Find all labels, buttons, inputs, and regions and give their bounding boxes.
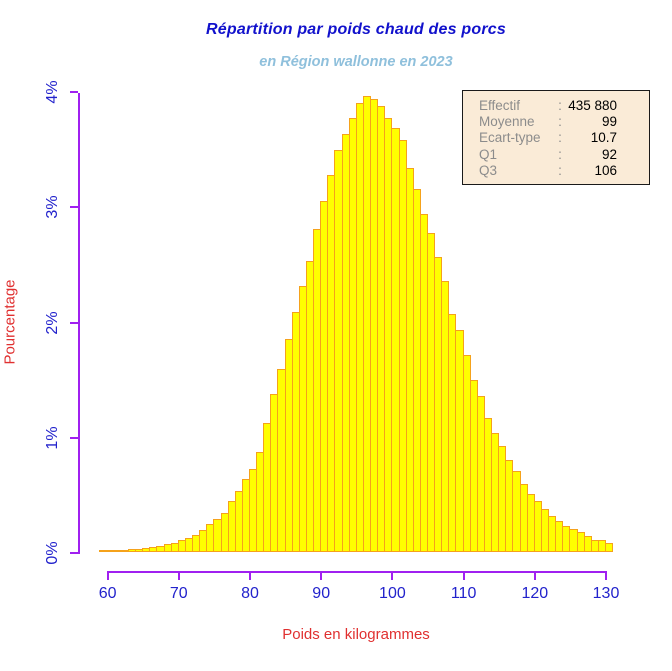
x-axis-label: Poids en kilogrammes [282, 626, 430, 643]
legend-row: Q3: 106 [479, 163, 649, 179]
legend-colon: : [558, 114, 562, 130]
y-axis-tick [69, 321, 78, 324]
legend-row: Effectif:435 880 [479, 98, 649, 114]
y-axis-tick-label: 1% [44, 426, 61, 450]
chart-title: Répartition par poids chaud des porcs [206, 21, 506, 38]
x-axis-tick [320, 570, 323, 580]
y-axis-tick [69, 206, 78, 209]
x-axis-line [106, 570, 607, 573]
legend-label: Q1 [479, 146, 498, 162]
legend-value: 106 [594, 162, 617, 178]
legend-colon: : [558, 98, 562, 113]
legend-colon: : [558, 146, 562, 162]
legend-value: 92 [601, 146, 617, 162]
y-axis-tick-label: 3% [44, 195, 61, 219]
y-axis-tick [69, 91, 78, 94]
x-axis-tick [533, 570, 536, 580]
y-axis-tick-label: 2% [44, 311, 61, 335]
x-axis-tick-label: 70 [169, 584, 188, 602]
legend-label: Ecart-type [479, 130, 541, 146]
legend-label: Moyenne [479, 114, 535, 130]
legend-row: Q1: 92 [479, 147, 649, 163]
x-axis-tick [177, 570, 180, 580]
x-axis-tick-label: 80 [241, 584, 259, 602]
legend-label: Q3 [479, 162, 498, 178]
x-axis-tick [249, 570, 251, 580]
x-axis-tick-label: 90 [312, 584, 331, 602]
legend-label: Effectif [479, 98, 521, 113]
chart-subtitle: en Région wallonne en 2023 [259, 54, 453, 70]
x-axis-tick-label: 110 [450, 584, 477, 602]
x-axis-tick-label: 130 [592, 584, 620, 602]
legend-colon: : [558, 130, 562, 146]
legend-row: Moyenne: 99 [479, 114, 649, 130]
x-axis-tick [605, 570, 607, 580]
y-axis-line [77, 93, 80, 554]
stats-legend-box: Effectif:435 880 Moyenne:99 Ecart-type:10.… [462, 90, 650, 185]
histogram-bar [605, 543, 613, 552]
x-axis-tick [106, 570, 109, 580]
legend-value: 10.7 [590, 130, 617, 146]
y-axis-tick-label: 0% [44, 541, 61, 565]
x-axis-tick [462, 570, 465, 580]
legend-value: 99 [601, 114, 617, 130]
x-axis-tick-label: 120 [521, 584, 549, 602]
y-axis-tick [69, 552, 78, 554]
x-axis-tick-label: 100 [379, 584, 406, 602]
legend-value: 435 880 [568, 98, 617, 113]
x-axis-tick-label: 60 [98, 584, 117, 602]
y-axis-tick-label: 4% [44, 80, 61, 104]
x-axis-tick [391, 570, 394, 580]
legend-row: Ecart-type: 10.7 [479, 130, 649, 146]
legend-colon: : [558, 162, 562, 178]
y-axis-tick [69, 436, 78, 439]
